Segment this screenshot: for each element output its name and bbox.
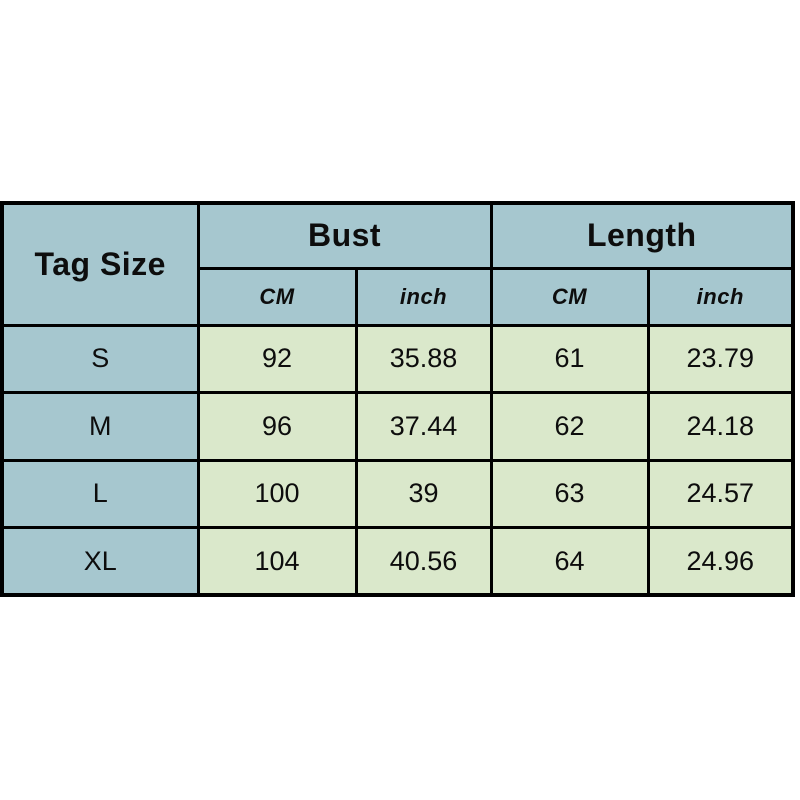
cell-bust-cm: 96 <box>196 391 358 462</box>
cell-length-inch: 24.18 <box>646 391 795 462</box>
cell-length-inch: 24.96 <box>646 526 795 597</box>
cell-length-inch: 24.57 <box>646 458 795 529</box>
table-row: L 100 39 63 24.57 <box>0 458 795 529</box>
cell-length-cm: 63 <box>489 458 650 529</box>
cell-bust-cm: 92 <box>196 323 358 394</box>
cell-size: L <box>0 458 200 529</box>
header-unit-length-inch: inch <box>646 266 795 327</box>
table-body: S 92 35.88 61 23.79 M 96 37.44 62 24.18 … <box>0 323 795 597</box>
cell-length-cm: 64 <box>489 526 650 597</box>
cell-bust-cm: 104 <box>196 526 358 597</box>
header-group-length: Length <box>489 201 795 270</box>
size-chart-table-container: Tag Size Bust Length CM inch CM inch S 9… <box>0 201 796 597</box>
table-row: M 96 37.44 62 24.18 <box>0 391 795 462</box>
cell-length-cm: 62 <box>489 391 650 462</box>
cell-bust-inch: 37.44 <box>354 391 493 462</box>
header-group-bust: Bust <box>196 201 493 270</box>
cell-length-inch: 23.79 <box>646 323 795 394</box>
header-unit-length-cm: CM <box>489 266 650 327</box>
header-row-units: CM inch CM inch <box>2 266 795 327</box>
cell-size: S <box>0 323 200 394</box>
header-row-groups: Tag Size Bust Length <box>0 201 795 327</box>
table-row: S 92 35.88 61 23.79 <box>0 323 795 394</box>
table-row: XL 104 40.56 64 24.96 <box>0 526 795 597</box>
table-header: Tag Size Bust Length CM inch CM inch <box>0 201 795 327</box>
cell-bust-inch: 39 <box>354 458 493 529</box>
cell-bust-cm: 100 <box>196 458 358 529</box>
header-tag-size: Tag Size <box>0 201 200 327</box>
header-unit-bust-inch: inch <box>354 266 493 327</box>
cell-size: M <box>0 391 200 462</box>
header-unit-bust-cm: CM <box>196 266 358 327</box>
cell-length-cm: 61 <box>489 323 650 394</box>
cell-bust-inch: 35.88 <box>354 323 493 394</box>
size-chart-table: Tag Size Bust Length CM inch CM inch S 9… <box>0 201 796 597</box>
cell-bust-inch: 40.56 <box>354 526 493 597</box>
cell-size: XL <box>0 526 200 597</box>
